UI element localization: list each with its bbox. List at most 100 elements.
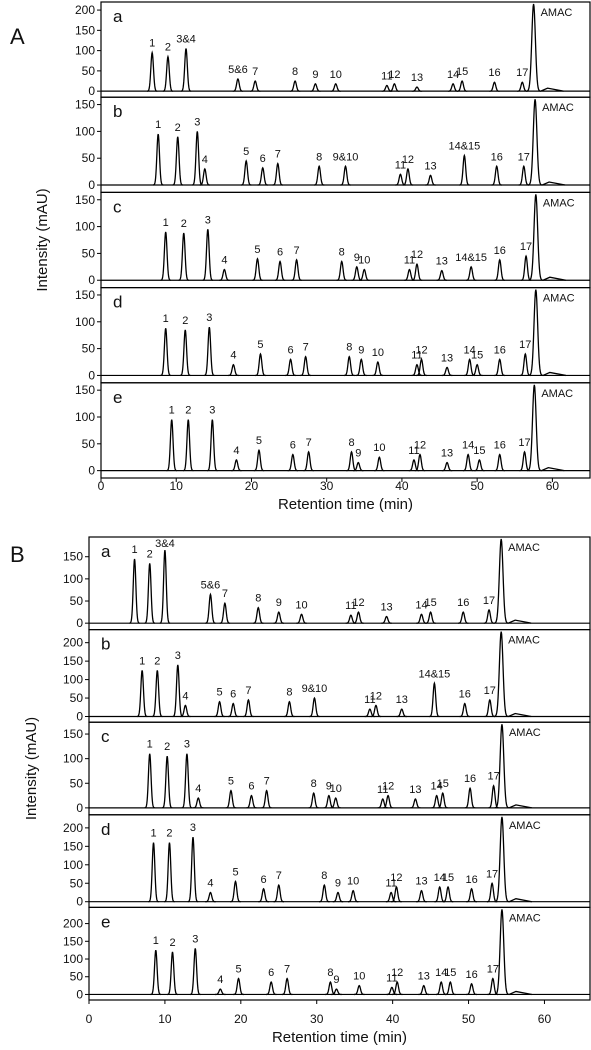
y-tick-label: 100	[63, 952, 83, 966]
peak-label: 7	[275, 149, 281, 161]
peak	[162, 54, 174, 92]
subplot-label: c	[101, 727, 110, 746]
peak-label: 1	[163, 313, 169, 325]
trace	[89, 816, 590, 903]
peak-label: AMAC	[543, 293, 575, 305]
peak	[243, 698, 254, 718]
peak	[181, 753, 193, 809]
y-tick-label: 100	[75, 315, 95, 329]
peak	[354, 984, 365, 996]
peak-label: 13	[418, 971, 430, 983]
peak	[136, 670, 148, 718]
peak-label: 4	[233, 445, 239, 457]
peak	[391, 981, 403, 996]
peak	[391, 885, 402, 903]
y-tick-label: 150	[75, 193, 95, 207]
peak-label: 3	[175, 650, 181, 662]
peak	[359, 268, 370, 281]
peak	[416, 889, 427, 903]
peak-label: 6	[290, 440, 296, 452]
peak	[462, 453, 474, 472]
peak	[356, 358, 367, 377]
peak-label: 10	[358, 255, 370, 267]
peak	[313, 164, 325, 186]
x-axis-title: Retention time (min)	[272, 1029, 407, 1046]
peak	[144, 563, 155, 624]
y-tick-label: 0	[88, 368, 95, 382]
y-tick-label: 0	[76, 801, 83, 815]
y-tick-label: 200	[75, 3, 95, 17]
peak-label: 9	[355, 448, 361, 460]
peak	[273, 611, 284, 624]
peak-label: 11	[395, 159, 406, 171]
peak	[228, 702, 239, 718]
peak-label: 16	[488, 67, 500, 79]
peak-label: 6	[268, 967, 274, 979]
peak-label: 3	[209, 405, 215, 417]
peak	[167, 951, 178, 996]
subplot-label: c	[113, 197, 122, 216]
y-tick-label: 200	[63, 636, 83, 650]
peak	[232, 78, 244, 92]
peak	[273, 883, 284, 903]
y-tick-label: 50	[70, 876, 84, 890]
y-tick-label: 150	[75, 23, 95, 37]
peak-label: AMAC	[508, 542, 540, 554]
peak-label: AMAC	[542, 102, 574, 114]
peak	[192, 131, 203, 186]
y-tick-label: 0	[88, 84, 95, 98]
peak	[437, 791, 448, 809]
y-tick-label: 100	[75, 124, 95, 138]
peak	[491, 164, 502, 186]
peak-label: 12	[414, 440, 426, 452]
peak	[408, 458, 420, 472]
peak	[381, 615, 392, 624]
peak-label: AMAC	[543, 197, 575, 209]
x-tick-label: 10	[158, 1012, 172, 1026]
peak	[253, 606, 264, 624]
subplot-label: d	[101, 820, 110, 839]
peak-label: 13	[424, 160, 436, 172]
peak-label: 6	[230, 689, 236, 701]
peak	[404, 268, 415, 281]
peak-label: 10	[295, 599, 307, 611]
peak	[493, 631, 532, 718]
peak	[429, 681, 440, 718]
peak	[471, 363, 483, 377]
peak-label: 1	[169, 405, 175, 417]
peak	[528, 194, 566, 281]
peak-label: 12	[390, 872, 402, 884]
peak	[486, 881, 498, 903]
peak	[291, 258, 302, 281]
peak	[219, 601, 231, 624]
peak-label: 10	[347, 876, 359, 888]
peak-label: 14&15	[448, 141, 480, 153]
peak	[289, 80, 301, 92]
peak-label: 6	[261, 874, 267, 886]
peak-label: 1	[153, 935, 159, 947]
peak-label: 11	[364, 694, 375, 706]
y-tick-label: 0	[88, 273, 95, 287]
peak-label: 2	[175, 122, 181, 134]
peak	[233, 977, 244, 996]
peak	[411, 363, 423, 377]
peak-label: 9	[333, 974, 339, 986]
peak	[180, 48, 192, 92]
peak	[146, 50, 158, 92]
peak	[364, 708, 376, 718]
peak-label: 14	[431, 781, 443, 793]
peak-label: 7	[276, 870, 282, 882]
peak	[414, 453, 426, 472]
subplot-frame	[88, 906, 591, 1001]
y-tick-label: 150	[75, 98, 95, 112]
y-tick-label: 100	[75, 410, 95, 424]
peak-label: 4	[195, 783, 201, 795]
trace	[101, 289, 590, 377]
x-tick-label: 10	[170, 479, 184, 493]
peak	[193, 797, 204, 809]
peak-label: 11	[386, 972, 397, 984]
peak	[466, 887, 477, 903]
subplot-frame	[100, 96, 591, 193]
peak-label: 7	[294, 245, 300, 257]
y-tick-label: 100	[63, 858, 83, 872]
